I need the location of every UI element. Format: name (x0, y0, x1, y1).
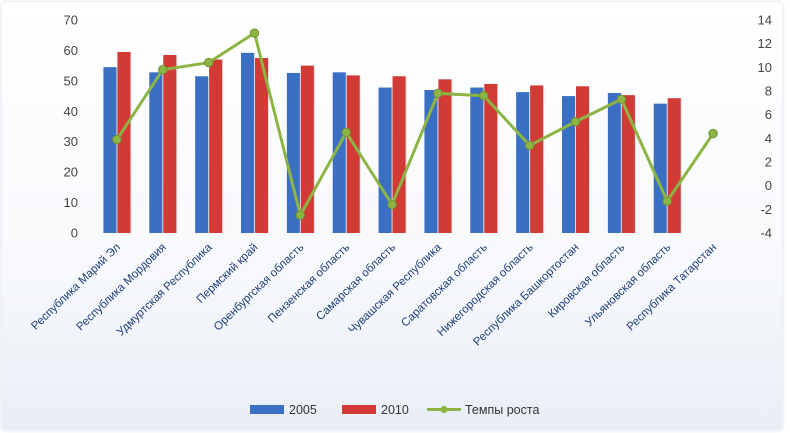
bar-2010-10 (576, 86, 589, 233)
growth-point-3 (249, 28, 260, 38)
bar-2005-0 (103, 67, 117, 234)
category-label-11: Кировская область (546, 242, 627, 321)
y-left-tick-label: 60 (64, 43, 78, 58)
y-left-tick-label: 20 (64, 165, 78, 180)
bars-group (103, 51, 681, 234)
y-left-tick-label: 30 (64, 134, 78, 149)
bar-2005-11 (607, 93, 621, 234)
bar-2010-11 (621, 95, 635, 233)
growth-point-0 (112, 134, 122, 145)
bar-2005-8 (470, 87, 484, 234)
y-left-tick-label: 0 (71, 226, 78, 241)
category-label-9: Нижегородская область (435, 242, 535, 339)
legend-swatch-2010 (342, 405, 376, 414)
bar-2010-2 (209, 59, 223, 233)
growth-point-4 (295, 210, 306, 220)
growth-point-8 (479, 91, 489, 101)
growth-point-5 (341, 127, 351, 138)
bar-2005-3 (241, 52, 254, 234)
category-label-4: Оренбургская область (212, 242, 307, 334)
legend-swatch-growth-marker (440, 405, 448, 414)
chart-frame: 0 10 20 30 40 50 60 70 -4 -2 0 2 4 6 8 10 12 14 Республик… (2, 2, 782, 430)
bar-2005-10 (562, 96, 575, 233)
y-left-tick-label: 50 (64, 73, 78, 88)
y-left-tick-label: 40 (64, 104, 78, 119)
bar-2005-4 (286, 72, 300, 234)
category-label-12: Ульяновская область (583, 242, 673, 330)
y-right-tick-label: 4 (765, 131, 772, 146)
bar-2010-6 (392, 76, 406, 234)
y-right-tick-label: -2 (760, 202, 772, 217)
bar-2010-3 (255, 58, 268, 234)
y-right-tick-label: 10 (758, 60, 772, 75)
y-left-tick-label: 70 (64, 13, 78, 28)
legend-label-growth: Темпы роста (465, 403, 539, 417)
growth-point-2 (203, 57, 214, 68)
category-label-13: Республика Татарстан (625, 242, 719, 334)
category-label-6: Самарская область (314, 242, 398, 324)
y-left-tick-label: 10 (64, 195, 78, 210)
category-label-8: Саратовская область (399, 242, 490, 330)
legend-label-2010: 2010 (381, 403, 409, 417)
bar-2005-6 (378, 87, 392, 234)
bar-2010-8 (484, 83, 498, 234)
y-right-tick-label: 0 (765, 178, 772, 193)
bar-2010-7 (438, 79, 452, 233)
category-label-0: Республика Марий Эл (29, 242, 123, 333)
y-right-tick-label: -4 (760, 226, 772, 241)
bar-2005-9 (516, 92, 530, 233)
category-label-1: Республика Мордовия (74, 242, 168, 334)
legend-label-2005: 2005 (289, 403, 317, 417)
y-right-tick-label: 12 (758, 36, 772, 51)
legend-swatch-2005 (250, 405, 284, 414)
bar-2005-12 (653, 103, 667, 233)
growth-point-12 (662, 196, 672, 206)
bar-2010-9 (530, 85, 544, 234)
category-label-5: Пензенская область (266, 242, 352, 326)
bar-2010-5 (346, 75, 360, 233)
axes-group: 0 10 20 30 40 50 60 70 -4 -2 0 2 4 6 8 10 12 14 (64, 13, 772, 241)
growth-rate-line (115, 31, 715, 217)
bar-2005-1 (149, 72, 163, 233)
growth-point-13 (708, 128, 718, 139)
bar-2010-12 (667, 98, 681, 233)
y-right-tick-label: 2 (765, 155, 772, 170)
growth-point-7 (433, 88, 443, 99)
bar-2005-2 (195, 76, 209, 234)
y-right-tick-label: 8 (765, 84, 772, 99)
category-label-2: Удмуртская Республика (115, 241, 215, 338)
growth-point-9 (524, 140, 535, 151)
bar-2005-7 (424, 89, 438, 233)
y-right-tick-label: 14 (758, 13, 772, 28)
legend: 2005 2010 Темпы роста (250, 403, 539, 417)
growth-line-group (112, 28, 718, 220)
growth-point-6 (387, 199, 397, 210)
growth-point-10 (570, 117, 581, 127)
category-label-7: Чувашская Республика (346, 241, 444, 336)
growth-point-1 (158, 64, 168, 75)
bar-2010-0 (117, 51, 131, 234)
bar-2005-5 (332, 72, 346, 233)
bar-2010-4 (300, 65, 314, 233)
y-right-tick-label: 6 (765, 107, 772, 122)
growth-point-11 (616, 94, 627, 104)
bar-2010-1 (163, 54, 177, 233)
